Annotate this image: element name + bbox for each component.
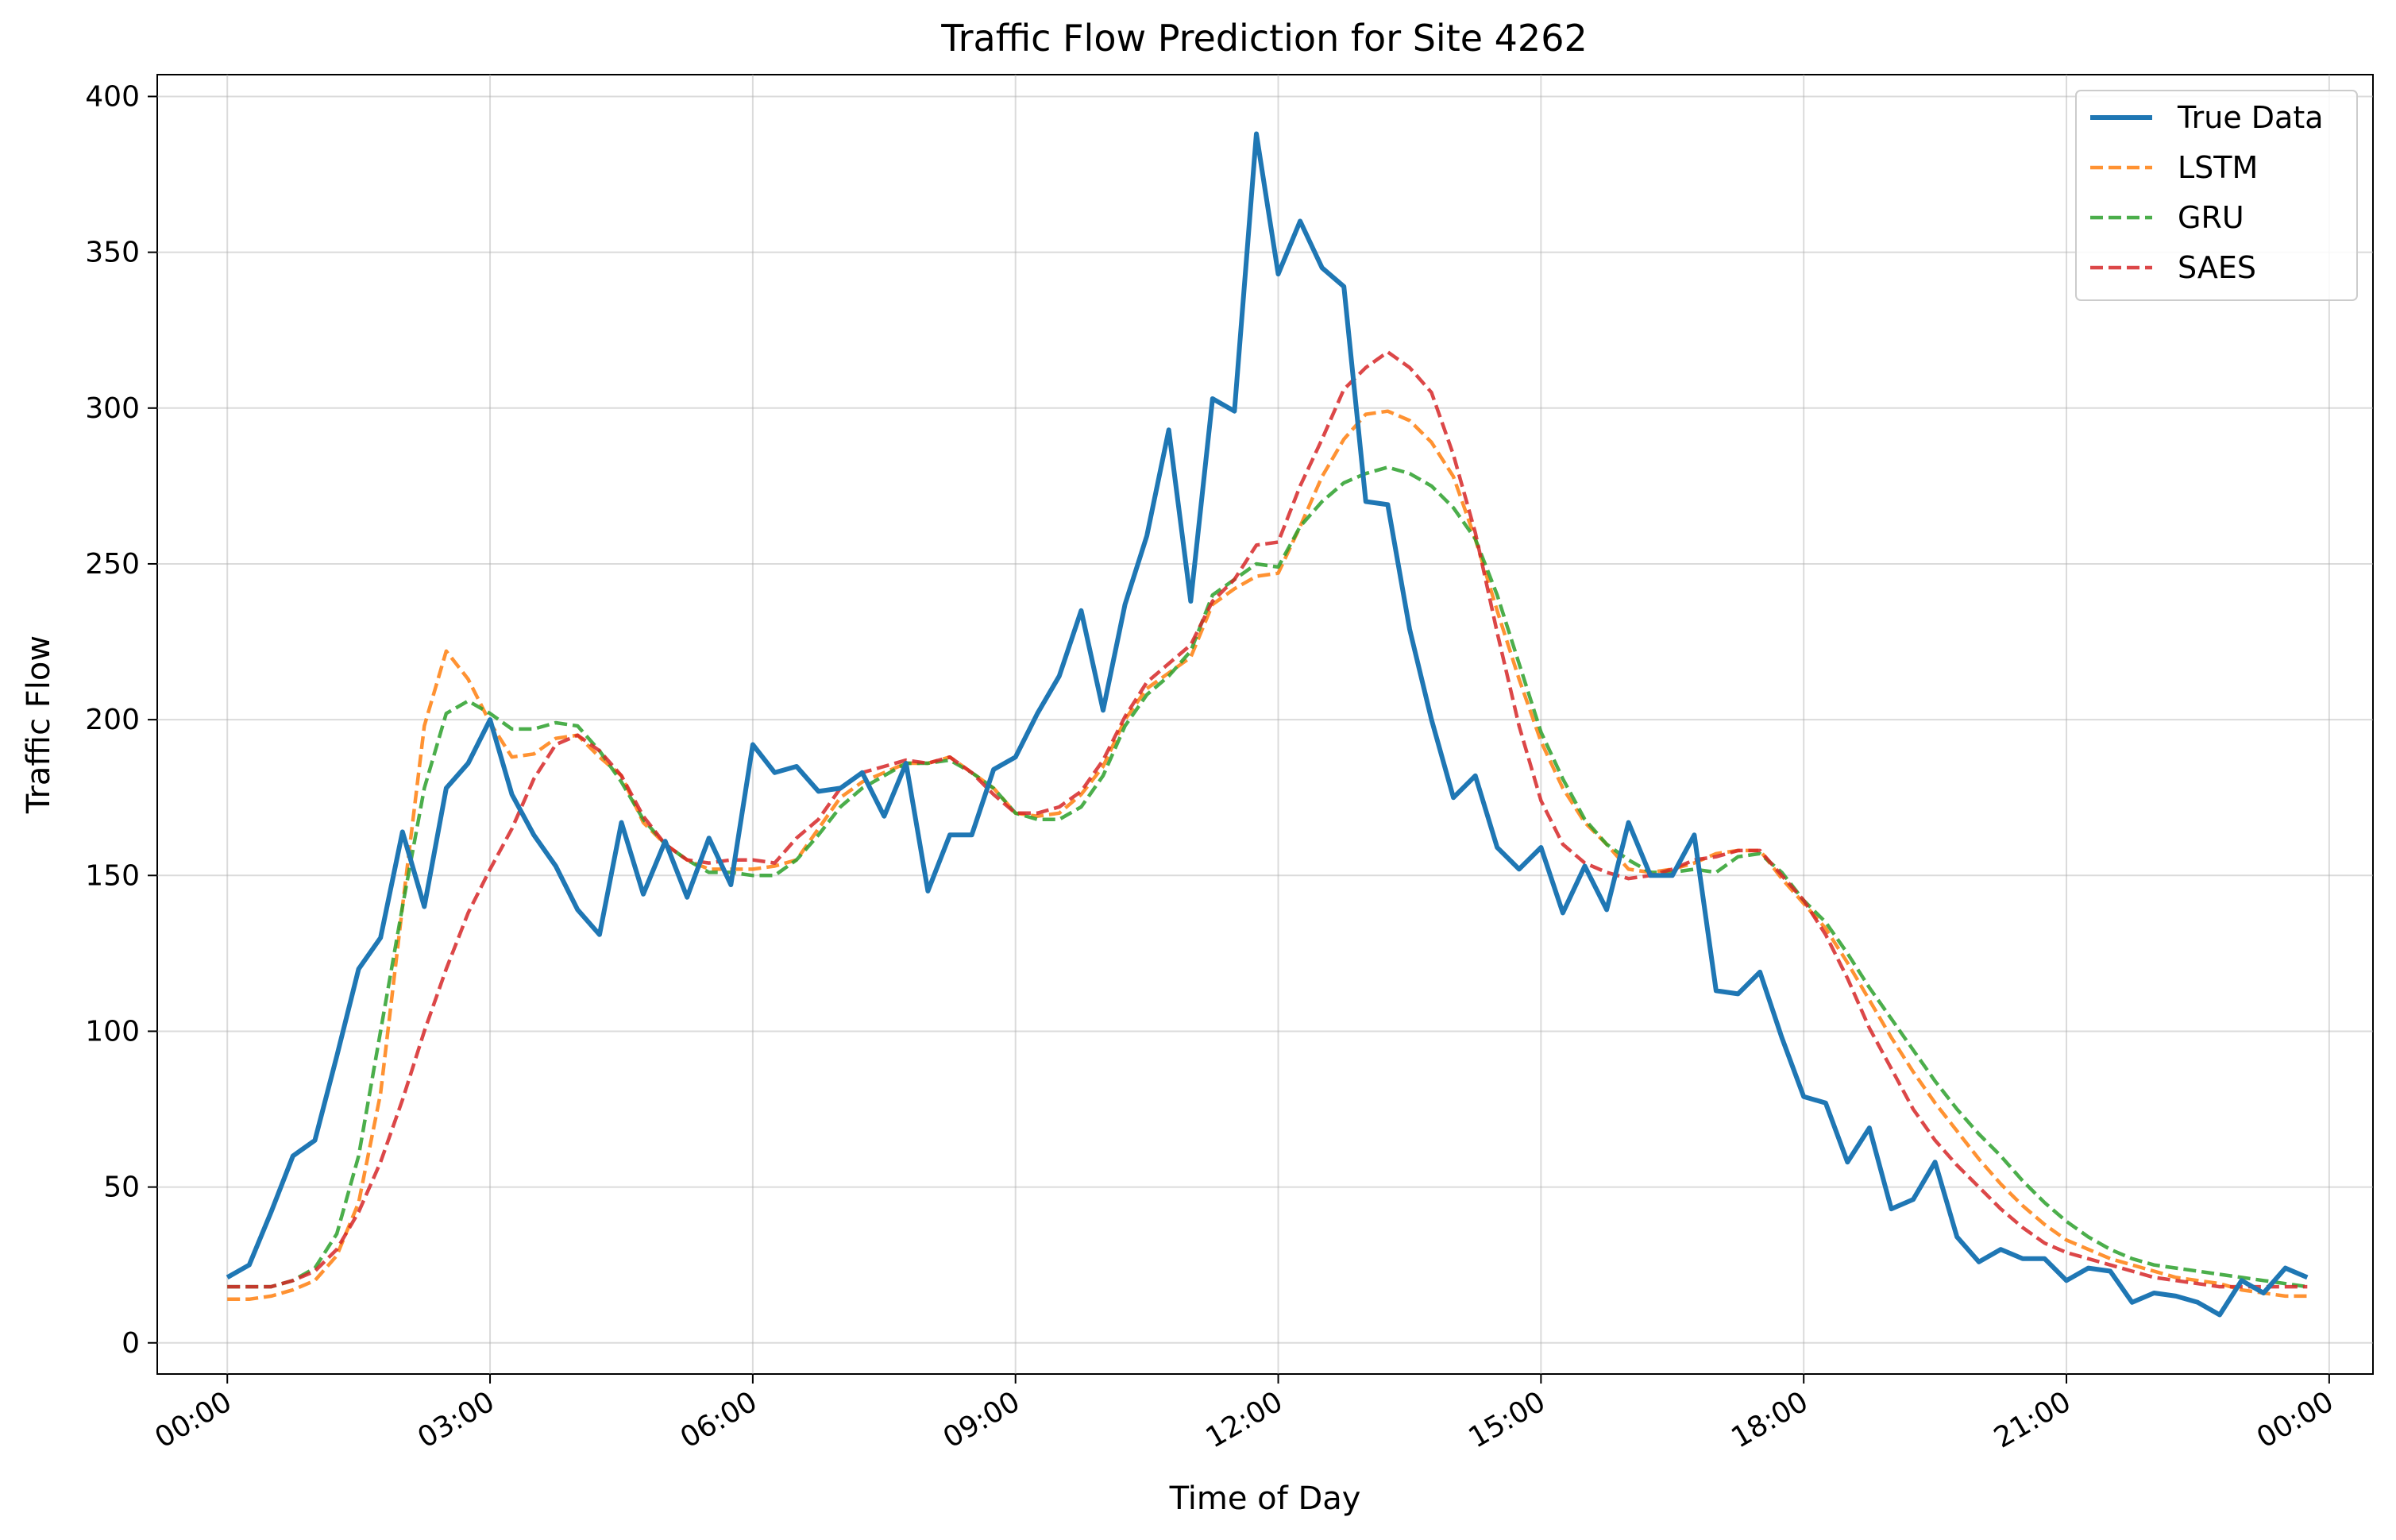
x-tick-label: 00:00 <box>2251 1385 2339 1454</box>
x-tick-label: 03:00 <box>412 1385 500 1454</box>
legend: True Data LSTM GRU SAES <box>2075 90 2358 301</box>
y-tick-label: 300 <box>85 392 140 425</box>
x-axis-title: Time of Day <box>1169 1480 1361 1517</box>
plot-area-frame <box>156 74 2374 1375</box>
series-line-gru <box>227 465 2308 1289</box>
x-tick-label: 00:00 <box>149 1385 237 1454</box>
x-tick-label: 21:00 <box>1989 1385 2076 1454</box>
y-tick-label: 50 <box>103 1171 140 1204</box>
x-tick-label: 06:00 <box>675 1385 762 1454</box>
legend-label: SAES <box>2178 250 2256 285</box>
legend-box <box>2075 90 2358 301</box>
x-tick-label: 09:00 <box>938 1385 1025 1454</box>
x-tick-label: 18:00 <box>1726 1385 1813 1454</box>
chart-title: Traffic Flow Prediction for Site 4262 <box>940 17 1587 60</box>
series-line-saes <box>227 349 2308 1289</box>
y-tick-label: 0 <box>122 1327 140 1360</box>
y-tick-label: 150 <box>85 859 140 892</box>
legend-label: True Data <box>2177 100 2324 135</box>
y-tick-label: 200 <box>85 704 140 736</box>
series-lines <box>226 131 2309 1318</box>
grid-lines <box>157 75 2373 1374</box>
series-line-lstm <box>227 409 2308 1302</box>
y-tick-label: 250 <box>85 548 140 581</box>
legend-label: GRU <box>2178 200 2244 235</box>
y-tick-label: 350 <box>85 237 140 269</box>
x-tick-label: 15:00 <box>1464 1385 1551 1454</box>
y-tick-label: 400 <box>85 80 140 113</box>
y-tick-label: 100 <box>85 1015 140 1048</box>
y-axis-title: Traffic Flow <box>21 635 57 814</box>
series-line-true-data <box>226 131 2309 1318</box>
x-tick-label: 12:00 <box>1201 1385 1288 1454</box>
legend-label: LSTM <box>2178 150 2258 185</box>
